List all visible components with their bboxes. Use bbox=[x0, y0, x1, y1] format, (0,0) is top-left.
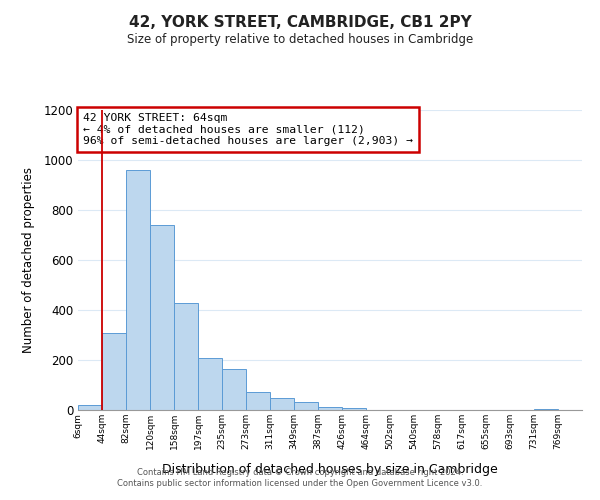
Text: Contains HM Land Registry data © Crown copyright and database right 2024.
Contai: Contains HM Land Registry data © Crown c… bbox=[118, 468, 482, 487]
Bar bbox=[294, 402, 318, 410]
Bar bbox=[150, 225, 174, 410]
Bar bbox=[318, 406, 342, 410]
Bar bbox=[102, 332, 126, 410]
X-axis label: Distribution of detached houses by size in Cambridge: Distribution of detached houses by size … bbox=[162, 463, 498, 476]
Bar bbox=[534, 409, 558, 410]
Bar bbox=[198, 358, 222, 410]
Bar bbox=[270, 398, 294, 410]
Text: 42, YORK STREET, CAMBRIDGE, CB1 2PY: 42, YORK STREET, CAMBRIDGE, CB1 2PY bbox=[128, 15, 472, 30]
Bar bbox=[174, 302, 198, 410]
Bar bbox=[342, 408, 366, 410]
Y-axis label: Number of detached properties: Number of detached properties bbox=[22, 167, 35, 353]
Text: Size of property relative to detached houses in Cambridge: Size of property relative to detached ho… bbox=[127, 32, 473, 46]
Bar bbox=[222, 369, 246, 410]
Bar bbox=[126, 170, 150, 410]
Bar bbox=[78, 405, 102, 410]
Text: 42 YORK STREET: 64sqm
← 4% of detached houses are smaller (112)
96% of semi-deta: 42 YORK STREET: 64sqm ← 4% of detached h… bbox=[83, 113, 413, 146]
Bar bbox=[246, 392, 270, 410]
